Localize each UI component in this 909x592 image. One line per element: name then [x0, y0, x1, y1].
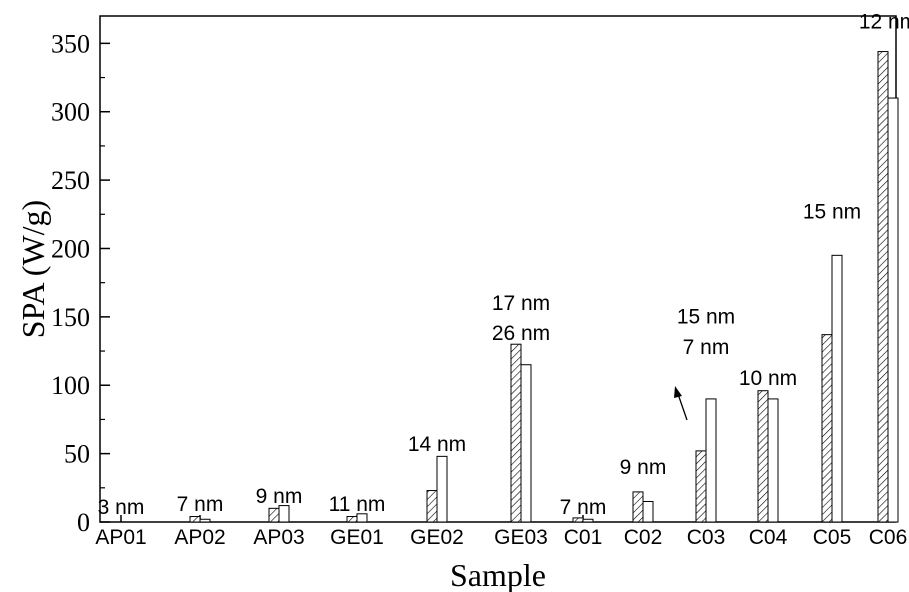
size-annotation: 7 nm [683, 336, 730, 359]
bar-hatched [426, 490, 438, 523]
bar-open [582, 518, 594, 523]
bar-hatched [510, 343, 522, 523]
x-tick-label: C05 [813, 526, 852, 549]
bar-hatched [346, 516, 358, 523]
y-tick-label: 350 [51, 29, 90, 58]
bar-open [831, 254, 843, 523]
bar-open [767, 398, 779, 523]
bar-hatched [821, 334, 833, 523]
x-tick-label: C04 [749, 526, 788, 549]
size-annotation: 12 nm [859, 10, 909, 33]
y-tick-label: 100 [51, 371, 90, 400]
bar-open [278, 505, 290, 523]
x-tick-label: C06 [869, 526, 908, 549]
size-annotation: 7 nm [560, 496, 607, 519]
size-annotation: 7 nm [177, 493, 224, 516]
bar-hatched [632, 491, 644, 523]
x-tick-label: AP01 [95, 526, 146, 549]
size-annotation: 11 nm [329, 493, 386, 516]
y-tick-label: 150 [51, 303, 90, 332]
bar-open [705, 398, 717, 523]
x-tick-label: C01 [564, 526, 603, 549]
bar-open [199, 518, 211, 523]
x-tick-label: GE01 [330, 526, 384, 549]
x-axis: AP01 AP02 AP03 GE01 GE02 GE03 C01 C02 C03 C04 C05 C… [95, 515, 907, 549]
bar-hatched [695, 450, 707, 523]
bar-open [887, 97, 899, 523]
x-tick-label: C02 [624, 526, 663, 549]
y-tick-label: 50 [64, 440, 90, 469]
size-annotation: 14 nm [408, 433, 466, 456]
bar-open [642, 500, 654, 523]
annotation-arrow [674, 386, 688, 421]
x-axis-title: Sample [450, 557, 546, 592]
bars [189, 51, 899, 523]
bar-hatched [877, 51, 889, 523]
x-tick-label: AP02 [174, 526, 225, 549]
y-tick-label: 250 [51, 166, 90, 195]
size-annotation: 17 nm [492, 292, 550, 315]
annotations: 3 nm 7 nm 9 nm 11 nm 14 nm 17 nm 26 nm 7 nm 9 nm… [98, 10, 909, 518]
size-annotation: 26 nm [492, 322, 550, 345]
y-axis: 0 50 100 150 200 250 300 350 [51, 29, 110, 537]
size-annotation: 10 nm [739, 367, 797, 390]
size-annotation: 15 nm [803, 200, 861, 223]
x-tick-label: GE02 [410, 526, 464, 549]
x-tick-label: AP03 [253, 526, 304, 549]
bar-hatched [189, 516, 201, 523]
x-tick-label: GE03 [494, 526, 548, 549]
x-tick-label: C03 [687, 526, 726, 549]
size-annotation: 9 nm [256, 485, 303, 508]
y-axis-title: SPA (W/g) [15, 200, 51, 338]
bar-open [436, 455, 448, 523]
size-annotation: 15 nm [677, 306, 735, 329]
y-tick-label: 0 [77, 508, 90, 537]
y-tick-label: 200 [51, 234, 90, 263]
bar-hatched [268, 507, 280, 523]
bar-open [356, 513, 368, 523]
arrow-head [674, 386, 682, 398]
size-annotation: 9 nm [620, 456, 667, 479]
bar-hatched [757, 390, 769, 523]
y-tick-label: 300 [51, 98, 90, 127]
size-annotation: 3 nm [98, 496, 145, 519]
bar-open [520, 364, 532, 523]
arrow-shaft [677, 393, 688, 421]
